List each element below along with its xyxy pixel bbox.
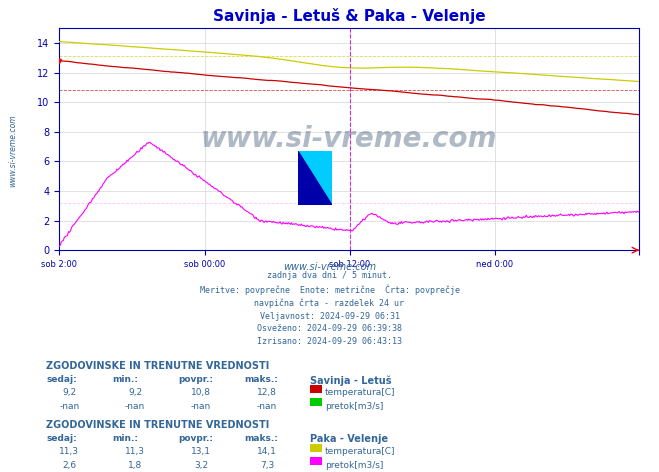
Polygon shape <box>298 151 332 205</box>
Text: maks.:: maks.: <box>244 434 277 443</box>
Text: Paka - Velenje: Paka - Velenje <box>310 434 388 444</box>
Text: 14,1: 14,1 <box>257 447 277 456</box>
Text: 11,3: 11,3 <box>59 447 79 456</box>
Text: -nan: -nan <box>257 402 277 411</box>
Text: 9,2: 9,2 <box>128 388 142 397</box>
Text: povpr.:: povpr.: <box>178 375 213 384</box>
Text: 7,3: 7,3 <box>260 461 274 470</box>
Text: ZGODOVINSKE IN TRENUTNE VREDNOSTI: ZGODOVINSKE IN TRENUTNE VREDNOSTI <box>46 361 270 371</box>
Polygon shape <box>298 151 332 205</box>
Text: 13,1: 13,1 <box>191 447 211 456</box>
Text: Savinja - Letuš: Savinja - Letuš <box>310 375 391 386</box>
Text: pretok[m3/s]: pretok[m3/s] <box>325 461 384 470</box>
Text: -nan: -nan <box>191 402 211 411</box>
Text: 10,8: 10,8 <box>191 388 211 397</box>
Text: 2,6: 2,6 <box>62 461 76 470</box>
Bar <box>310 457 322 465</box>
Text: 3,2: 3,2 <box>194 461 208 470</box>
Text: 12,8: 12,8 <box>257 388 277 397</box>
Text: min.:: min.: <box>112 434 138 443</box>
Text: zadnja dva dni / 5 minut.
Meritve: povprečne  Enote: metrične  Črta: povprečje
n: zadnja dva dni / 5 minut. Meritve: povpr… <box>200 271 459 346</box>
Text: sedaj:: sedaj: <box>46 434 77 443</box>
Text: www.si-vreme.com: www.si-vreme.com <box>201 125 498 153</box>
Text: povpr.:: povpr.: <box>178 434 213 443</box>
Text: ZGODOVINSKE IN TRENUTNE VREDNOSTI: ZGODOVINSKE IN TRENUTNE VREDNOSTI <box>46 420 270 430</box>
Bar <box>310 398 322 406</box>
Text: maks.:: maks.: <box>244 375 277 384</box>
Text: 1,8: 1,8 <box>128 461 142 470</box>
Text: 11,3: 11,3 <box>125 447 145 456</box>
Text: 9,2: 9,2 <box>62 388 76 397</box>
Text: sedaj:: sedaj: <box>46 375 77 384</box>
Text: -nan: -nan <box>59 402 79 411</box>
Bar <box>310 385 322 393</box>
Text: min.:: min.: <box>112 375 138 384</box>
Text: -nan: -nan <box>125 402 145 411</box>
Text: www.si-vreme.com: www.si-vreme.com <box>283 262 376 272</box>
Text: temperatura[C]: temperatura[C] <box>325 388 395 397</box>
Text: pretok[m3/s]: pretok[m3/s] <box>325 402 384 411</box>
Title: Savinja - Letuš & Paka - Velenje: Savinja - Letuš & Paka - Velenje <box>213 8 486 25</box>
Text: temperatura[C]: temperatura[C] <box>325 447 395 456</box>
Text: www.si-vreme.com: www.si-vreme.com <box>8 115 17 187</box>
Bar <box>310 444 322 452</box>
